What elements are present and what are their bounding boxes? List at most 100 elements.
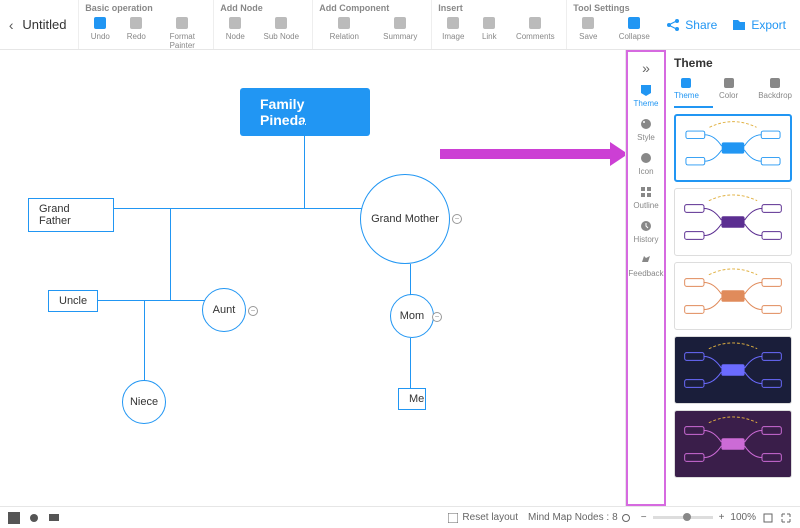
relation-icon <box>336 15 352 31</box>
zoom-slider[interactable] <box>653 516 713 519</box>
fit-icon[interactable] <box>762 512 774 524</box>
me-node[interactable]: Me <box>398 388 426 410</box>
collapse-handle[interactable]: − <box>432 312 442 322</box>
grand-father-node[interactable]: Grand Father <box>28 198 114 232</box>
relation-label: Relation <box>330 32 359 41</box>
toolbar-group: Insert Image Link Comments <box>431 0 566 49</box>
image-button[interactable]: Image <box>438 15 468 41</box>
document-title[interactable]: Untitled <box>22 17 78 32</box>
link-button[interactable]: Link <box>474 15 504 41</box>
rail-label: Icon <box>638 167 653 176</box>
uncle-node[interactable]: Uncle <box>48 290 98 312</box>
rail-feedback[interactable]: Feedback <box>628 252 663 278</box>
redo-icon <box>128 15 144 31</box>
sun-icon[interactable] <box>28 512 40 524</box>
annotation-arrow <box>440 140 630 168</box>
fullscreen-icon[interactable] <box>780 512 792 524</box>
toolbar-group: Add Node Node Sub Node <box>213 0 312 49</box>
summary-button[interactable]: Summary <box>375 15 425 41</box>
color-icon <box>722 76 736 90</box>
rail-label: Outline <box>633 201 658 210</box>
theme-thumb-2[interactable] <box>674 262 792 330</box>
feedback-icon <box>638 252 654 268</box>
rail-label: Theme <box>634 99 659 108</box>
save-label: Save <box>579 32 597 41</box>
style-icon <box>638 116 654 132</box>
theme-icon <box>638 82 654 98</box>
export-label: Export <box>751 18 786 32</box>
tab-backdrop[interactable]: Backdrop <box>758 76 792 100</box>
history-icon <box>638 218 654 234</box>
grand-mother-node[interactable]: Grand Mother <box>360 174 450 264</box>
group-title: Add Node <box>220 3 306 13</box>
format-painter-button[interactable]: Format Painter <box>157 15 207 50</box>
side-panel: » Theme Style Icon Outline History Feedback T… <box>625 50 800 506</box>
rail-label: Style <box>637 133 655 142</box>
theme-icon <box>679 76 693 90</box>
comments-button[interactable]: Comments <box>510 15 560 41</box>
theme-thumb-4[interactable] <box>674 410 792 478</box>
relation-button[interactable]: Relation <box>319 15 369 41</box>
collapse-panel-button[interactable]: » <box>642 60 650 76</box>
theme-thumb-1[interactable] <box>674 188 792 256</box>
icon-icon <box>638 150 654 166</box>
rail-icon[interactable]: Icon <box>638 150 654 176</box>
sub-node-label: Sub Node <box>263 32 299 41</box>
side-rail-highlight: » Theme Style Icon Outline History Feedback <box>626 50 666 506</box>
aunt-node[interactable]: Aunt <box>202 288 246 332</box>
undo-button[interactable]: Undo <box>85 15 115 50</box>
rail-history[interactable]: History <box>634 218 659 244</box>
collapse-button[interactable]: Collapse <box>609 15 659 41</box>
outline-icon <box>638 184 654 200</box>
toolbar: ‹ Untitled Basic operationUndoRedoFormat… <box>0 0 800 50</box>
rail-outline[interactable]: Outline <box>633 184 658 210</box>
group-title: Tool Settings <box>573 3 659 13</box>
collapse-icon <box>626 15 642 31</box>
collapse-handle[interactable]: − <box>248 306 258 316</box>
summary-icon <box>392 15 408 31</box>
node-button[interactable]: Node <box>220 15 250 41</box>
back-button[interactable]: ‹ <box>0 17 22 33</box>
zoom-in-button[interactable]: + <box>719 512 725 523</box>
node-icon <box>227 15 243 31</box>
comments-label: Comments <box>516 32 555 41</box>
user-icon[interactable] <box>8 512 20 524</box>
link-icon <box>481 15 497 31</box>
undo-icon <box>92 15 108 31</box>
theme-thumb-0[interactable] <box>674 114 792 182</box>
niece-node[interactable]: Niece <box>122 380 166 424</box>
tab-theme[interactable]: Theme <box>674 76 699 100</box>
mom-node[interactable]: Mom <box>390 294 434 338</box>
collapse-handle[interactable]: − <box>452 214 462 224</box>
toolbar-group: Basic operationUndoRedoFormat Painter <box>78 0 213 49</box>
save-icon <box>580 15 596 31</box>
save-button[interactable]: Save <box>573 15 603 41</box>
group-title: Insert <box>438 3 560 13</box>
export-button[interactable]: Export <box>731 17 786 33</box>
reset-layout-button[interactable]: Reset layout <box>448 512 518 523</box>
panel-title: Theme <box>674 56 792 70</box>
summary-label: Summary <box>383 32 417 41</box>
root-node[interactable]: Family Pineda <box>240 88 370 136</box>
node-label: Node <box>226 32 245 41</box>
rail-theme[interactable]: Theme <box>634 82 659 108</box>
rail-label: History <box>634 235 659 244</box>
share-button[interactable]: Share <box>665 17 717 33</box>
tab-color[interactable]: Color <box>719 76 738 100</box>
rail-style[interactable]: Style <box>637 116 655 142</box>
undo-label: Undo <box>91 32 110 41</box>
backdrop-icon <box>768 76 782 90</box>
format-painter-label: Format Painter <box>157 32 207 50</box>
image-label: Image <box>442 32 464 41</box>
sub-node-button[interactable]: Sub Node <box>256 15 306 41</box>
share-label: Share <box>685 18 717 32</box>
redo-button[interactable]: Redo <box>121 15 151 50</box>
collapse-label: Collapse <box>619 32 650 41</box>
sub-node-icon <box>273 15 289 31</box>
screen-icon[interactable] <box>48 512 60 524</box>
zoom-out-button[interactable]: − <box>641 512 647 523</box>
theme-thumb-3[interactable] <box>674 336 792 404</box>
node-count: 8 <box>612 512 618 523</box>
refresh-icon[interactable] <box>621 513 631 523</box>
comments-icon <box>527 15 543 31</box>
